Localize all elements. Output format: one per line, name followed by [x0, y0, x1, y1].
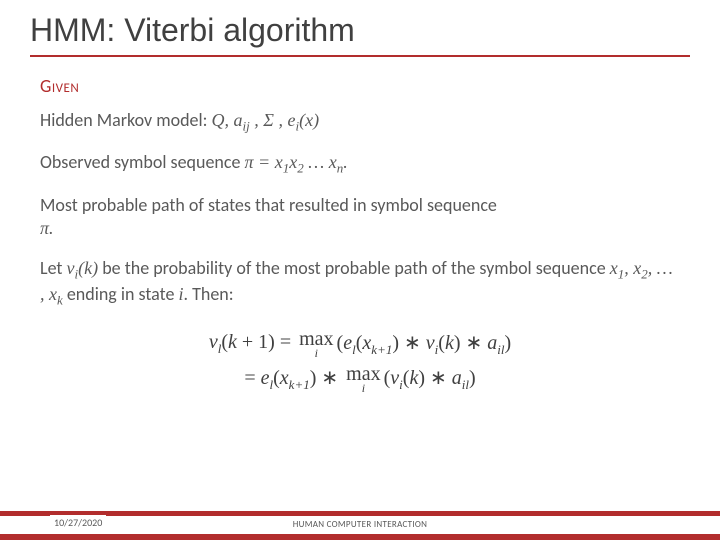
footer-page-number: 48: [693, 517, 706, 532]
formula-block: vl(k + 1) = max i (el(xk+1) ∗ vi(k) ∗ ai…: [40, 330, 680, 394]
formula-line-2: = el(xk+1) ∗ max i (vi(k) ∗ ail): [40, 365, 680, 394]
formula-rhs1: (el(xk+1) ∗ vi(k) ∗ ail): [337, 330, 512, 358]
max-operator-2: max i: [346, 365, 380, 394]
math-hmm: Q, aij , Σ , ei(x): [212, 110, 320, 130]
page-title: HMM: Viterbi algorithm: [30, 12, 690, 49]
title-area: HMM: Viterbi algorithm: [0, 0, 720, 65]
text-hmm-prefix: Hidden Markov model:: [40, 109, 212, 131]
max-operator-1: max i: [299, 330, 333, 359]
text-let-4: . Then:: [184, 283, 234, 305]
text-obs-prefix: Observed symbol sequence: [40, 151, 245, 173]
formula-lhs: vl(k + 1) =: [209, 331, 296, 357]
math-vik: vi(k): [67, 258, 99, 278]
line-let: Let vi(k) be the probability of the most…: [40, 257, 680, 310]
formula-eq2-lhs: = el(xk+1) ∗: [244, 365, 343, 393]
footer-bottom-band: [0, 534, 720, 540]
given-label: Given: [40, 75, 680, 97]
footer-center: HUMAN COMPUTER INTERACTION: [293, 519, 428, 530]
formula-line-1: vl(k + 1) = max i (el(xk+1) ∗ vi(k) ∗ ai…: [40, 330, 680, 359]
math-pi: π.: [40, 218, 54, 238]
text-mpp: Most probable path of states that result…: [40, 194, 497, 216]
max-sub-1: i: [315, 348, 318, 359]
max-sub-2: i: [362, 383, 365, 394]
text-let-3: ending in state: [63, 283, 179, 305]
math-obs: π = x1x2 … xn.: [245, 152, 348, 172]
text-let-1: Let: [40, 257, 67, 279]
text-let-2: be the probability of the most probable …: [98, 257, 610, 279]
line-mpp: Most probable path of states that result…: [40, 194, 680, 241]
line-hmm: Hidden Markov model: Q, aij , Σ , ei(x): [40, 109, 680, 135]
line-observed: Observed symbol sequence π = x1x2 … xn.: [40, 151, 680, 177]
content-area: Given Hidden Markov model: Q, aij , Σ , …: [0, 65, 720, 393]
footer-date: 10/27/2020: [50, 515, 106, 530]
max-label-2: max: [346, 365, 380, 383]
title-underline: [30, 55, 690, 57]
formula-eq2-rhs: (vi(k) ∗ ail): [384, 365, 476, 393]
